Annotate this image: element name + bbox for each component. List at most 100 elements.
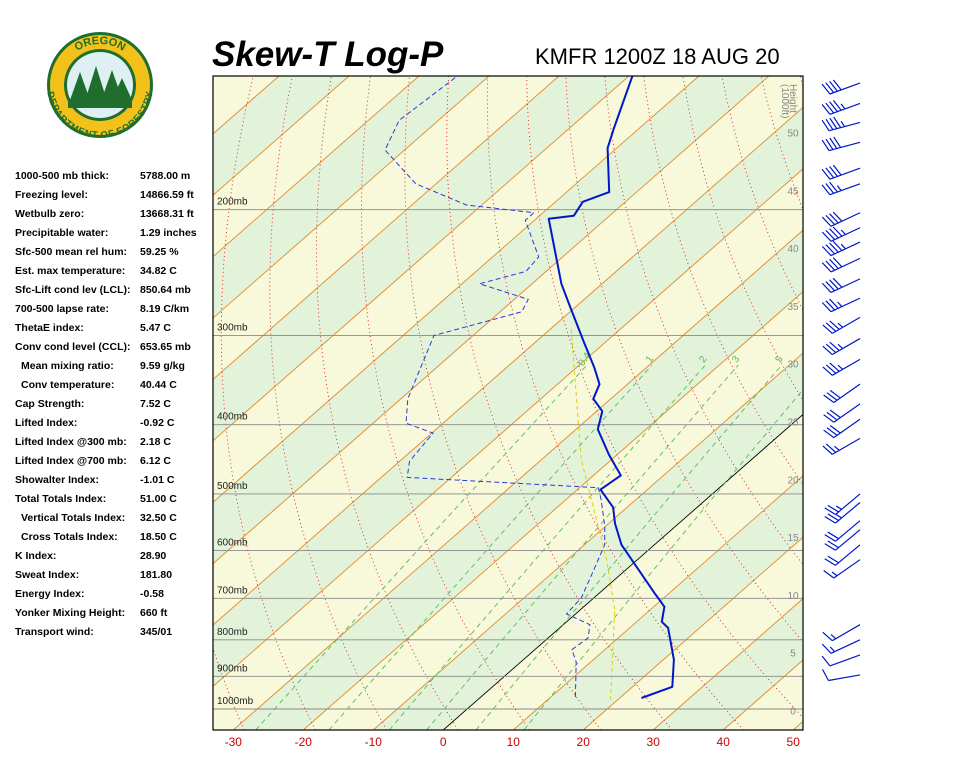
isotherm bbox=[372, 352, 803, 730]
index-label: Total Totals Index: bbox=[15, 493, 106, 505]
index-label: Cross Totals Index: bbox=[21, 531, 118, 543]
index-label: Energy Index: bbox=[15, 588, 84, 600]
index-value: 14866.59 ft bbox=[140, 189, 194, 201]
index-label: Transport wind: bbox=[15, 626, 94, 638]
wind-barb bbox=[821, 226, 861, 242]
index-value: -1.01 C bbox=[140, 474, 175, 486]
index-value: 9.59 g/kg bbox=[140, 360, 185, 372]
wind-barb bbox=[824, 529, 861, 551]
isotherm bbox=[792, 720, 803, 730]
index-value: -0.92 C bbox=[140, 417, 175, 429]
index-label: Showalter Index: bbox=[15, 474, 99, 486]
index-label: Freezing level: bbox=[15, 189, 88, 201]
index-label: Lifted Index @700 mb: bbox=[15, 455, 127, 467]
isotherm bbox=[512, 475, 803, 730]
isotherm bbox=[232, 229, 803, 730]
wind-barb bbox=[824, 520, 861, 542]
wind-barb bbox=[821, 669, 861, 682]
wind-barb bbox=[823, 418, 861, 439]
isotherm bbox=[213, 76, 420, 258]
index-label: Precipitable water: bbox=[15, 227, 108, 239]
wind-barbs bbox=[821, 79, 861, 682]
axes: 200mb 300mb 400mb 500mb 600mb 700mb 800mb 900mb… bbox=[217, 84, 800, 749]
isotherm bbox=[213, 76, 700, 503]
x-tick-label: 10 bbox=[507, 735, 521, 749]
wind-barb bbox=[821, 79, 861, 95]
wind-barb bbox=[822, 338, 861, 356]
profile-line bbox=[384, 76, 606, 698]
index-label: Vertical Totals Index: bbox=[21, 512, 125, 524]
index-label: Conv cond level (CCL): bbox=[15, 341, 131, 353]
wind-barb bbox=[821, 240, 861, 257]
index-value: 40.44 C bbox=[140, 379, 177, 391]
index-value: 13668.31 ft bbox=[140, 208, 194, 220]
index-value: 32.50 C bbox=[140, 512, 177, 524]
pressure-label: 400mb bbox=[217, 412, 248, 423]
index-label: 700-500 lapse rate: bbox=[15, 303, 109, 315]
index-label: Lifted Index: bbox=[15, 417, 77, 429]
index-value: 7.52 C bbox=[140, 398, 171, 410]
wind-barb bbox=[821, 654, 861, 667]
pressure-label: 300mb bbox=[217, 322, 248, 333]
isotherm bbox=[213, 76, 350, 196]
x-tick-label: 0 bbox=[440, 735, 447, 749]
index-value: 8.19 C/km bbox=[140, 303, 189, 315]
height-tick-label: 40 bbox=[787, 244, 799, 255]
index-value: 34.82 C bbox=[140, 265, 177, 277]
dry-adiabat bbox=[956, 76, 960, 730]
index-value: 653.65 mb bbox=[140, 341, 191, 353]
height-tick-label: 50 bbox=[787, 129, 799, 140]
index-value: 850.64 mb bbox=[140, 284, 191, 296]
wind-barb bbox=[823, 559, 861, 579]
mixing-ratio-label: 3 bbox=[730, 354, 742, 365]
indices-panel: 1000-500 mb thick: 5788.00 m Freezing leve… bbox=[15, 170, 197, 638]
mixing-ratio-line bbox=[475, 364, 783, 730]
index-value: 59.25 % bbox=[140, 246, 179, 258]
wind-barb bbox=[821, 297, 861, 313]
wind-barb bbox=[821, 277, 861, 293]
x-tick-label: -30 bbox=[225, 735, 243, 749]
wind-barb bbox=[822, 437, 861, 455]
index-value: 345/01 bbox=[140, 626, 172, 638]
height-tick-label: 35 bbox=[787, 302, 799, 313]
wind-barb bbox=[821, 164, 861, 180]
wind-barb bbox=[821, 181, 861, 196]
logo-top-text: OREGON bbox=[73, 35, 128, 54]
x-tick-label: 40 bbox=[717, 735, 731, 749]
index-label: K Index: bbox=[15, 550, 56, 562]
pressure-label: 1000mb bbox=[217, 696, 254, 707]
isotherm bbox=[582, 536, 803, 730]
temperature-band bbox=[213, 76, 803, 626]
index-label: Est. max temperature: bbox=[15, 265, 125, 277]
index-label: Lifted Index @300 mb: bbox=[15, 436, 127, 448]
pressure-label: 900mb bbox=[217, 663, 248, 674]
wind-barb bbox=[821, 257, 861, 273]
logo-ground bbox=[68, 100, 132, 108]
wind-barb bbox=[823, 383, 861, 404]
temperature-band bbox=[213, 168, 803, 730]
logo-top: OREGON bbox=[73, 35, 128, 54]
mixing-ratio-line bbox=[523, 388, 803, 730]
temperature-band bbox=[213, 107, 803, 687]
mixing-ratio-label: 1 bbox=[644, 354, 656, 365]
index-label: Yonker Mixing Height: bbox=[15, 607, 125, 619]
isotherm bbox=[213, 106, 803, 626]
wind-barb bbox=[822, 316, 861, 334]
profile-line bbox=[570, 329, 616, 700]
index-value: 2.18 C bbox=[140, 436, 171, 448]
x-tick-label: 30 bbox=[647, 735, 661, 749]
plot-border bbox=[212, 75, 804, 731]
index-value: 1.29 inches bbox=[140, 227, 197, 239]
height-tick-label: 20 bbox=[787, 475, 799, 486]
wind-barb bbox=[822, 624, 861, 642]
index-value: 5788.00 m bbox=[140, 170, 190, 182]
height-tick-label: 30 bbox=[787, 360, 799, 371]
x-tick-label: 20 bbox=[577, 735, 591, 749]
x-tick-label: -10 bbox=[365, 735, 383, 749]
dry-adiabat bbox=[526, 76, 803, 719]
index-label: Conv temperature: bbox=[21, 379, 114, 391]
isotherm bbox=[442, 413, 803, 730]
isotherm bbox=[213, 76, 490, 319]
mixing-ratio-label: 2 bbox=[697, 354, 709, 365]
